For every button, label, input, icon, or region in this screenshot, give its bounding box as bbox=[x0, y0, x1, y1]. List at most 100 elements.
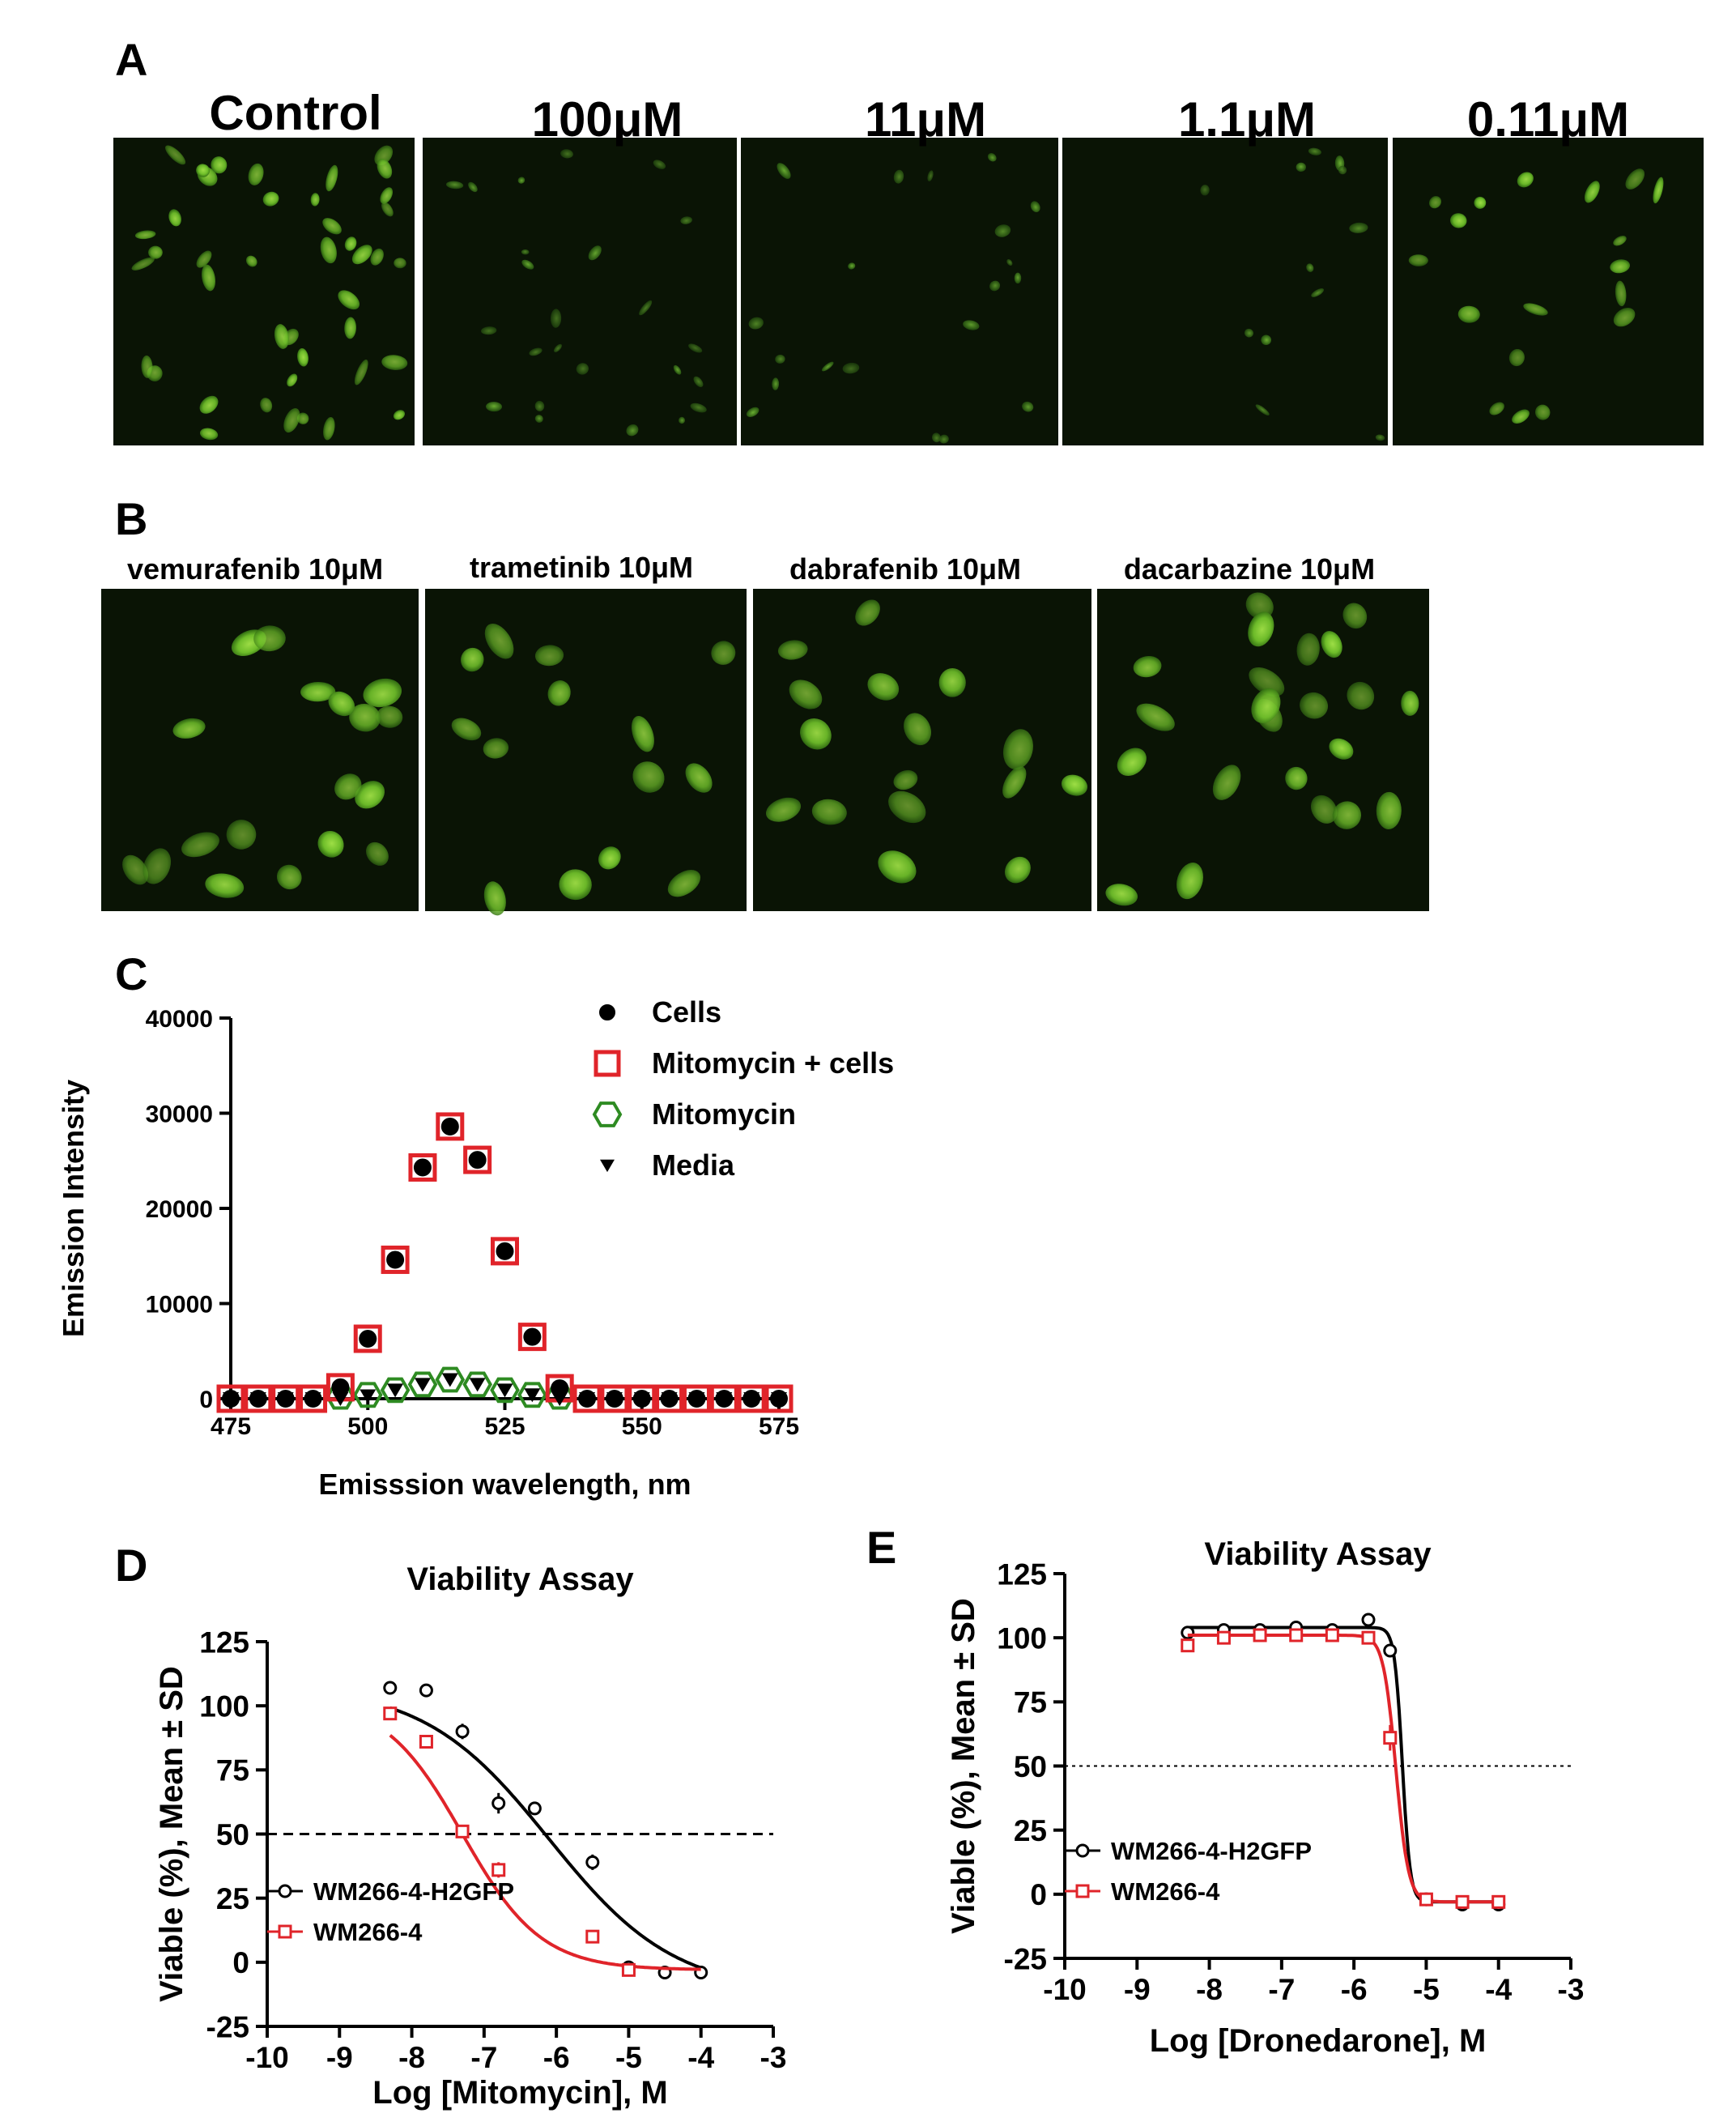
legend: WM266-4-H2GFP WM266-4 bbox=[1065, 1837, 1312, 1906]
data-point bbox=[688, 1392, 705, 1406]
x-tick-label: -10 bbox=[1043, 1973, 1086, 2006]
data-point bbox=[244, 1384, 273, 1413]
y-tick-label: 20000 bbox=[146, 1196, 213, 1223]
micrograph-label: dacarbazine 10μM bbox=[1124, 552, 1375, 586]
data-point bbox=[599, 1004, 615, 1020]
panel-d-chart: -25 0 25 50 75 100 125 -10 -9 -8 -7 -6 -5 -4 -3 Log [Mi… bbox=[154, 1561, 786, 2111]
y-tick-label: 75 bbox=[1014, 1686, 1047, 1719]
cell-nuclei bbox=[122, 625, 403, 898]
cell-nucleus bbox=[987, 153, 997, 162]
cell-nucleus bbox=[287, 373, 298, 387]
y-tick-label: 0 bbox=[232, 1946, 249, 1979]
cell-nucleus bbox=[199, 428, 219, 441]
x-tick-label: -10 bbox=[245, 2041, 288, 2074]
cell-nucleus bbox=[377, 158, 393, 179]
cell-nucleus bbox=[351, 245, 372, 265]
cell-nucleus bbox=[747, 407, 760, 417]
cell-nucleus bbox=[1489, 402, 1504, 415]
y-tick-label: 100 bbox=[997, 1621, 1047, 1655]
cell-nucleus bbox=[1349, 222, 1368, 233]
data-point bbox=[1361, 1630, 1376, 1645]
x-tick-label: -5 bbox=[615, 2041, 642, 2074]
y-tick-label: 50 bbox=[1014, 1750, 1047, 1783]
cell-nucleus bbox=[1308, 147, 1321, 156]
cell-nucleus bbox=[1030, 201, 1040, 212]
cell-nucleus bbox=[1261, 334, 1272, 345]
cell-nucleus bbox=[938, 434, 949, 444]
cell-nucleus bbox=[451, 718, 482, 741]
cell-nucleus bbox=[680, 216, 692, 224]
cell-nucleus bbox=[262, 191, 279, 207]
cell-nucleus bbox=[1300, 692, 1329, 719]
data-point bbox=[496, 1383, 513, 1398]
data-point bbox=[491, 1237, 519, 1266]
panel-b-micrographs: vemurafenib 10μM trametinib 10μM dabrafeni… bbox=[101, 551, 1429, 916]
micrograph-label: vemurafenib 10μM bbox=[127, 552, 383, 586]
cell-nucleus bbox=[1449, 213, 1467, 228]
data-point bbox=[600, 1159, 615, 1173]
cell-nucleus bbox=[1002, 729, 1033, 770]
cell-nucleus bbox=[1310, 795, 1338, 824]
cell-nuclei bbox=[1200, 147, 1385, 441]
cell-nucleus bbox=[1248, 611, 1274, 647]
cell-nucleus bbox=[446, 181, 464, 190]
cell-nucleus bbox=[245, 255, 257, 267]
legend-label: Mitomycin bbox=[652, 1097, 796, 1131]
micrograph-tile: dacarbazine 10μM bbox=[1097, 552, 1429, 911]
cell-nucleus bbox=[486, 402, 502, 412]
data-point bbox=[455, 1724, 470, 1739]
cell-nucleus bbox=[1584, 181, 1600, 203]
series-square bbox=[216, 1112, 794, 1413]
cell-nucleus bbox=[1347, 681, 1375, 710]
data-point bbox=[435, 1366, 466, 1393]
micrograph-tile: 11μM bbox=[741, 92, 1058, 445]
cell-nucleus bbox=[349, 703, 381, 732]
micrograph-label: 11μM bbox=[865, 92, 986, 147]
cell-nucleus bbox=[963, 320, 980, 330]
x-axis-label: Log [Dronedarone], M bbox=[1150, 2023, 1487, 2059]
cell-nucleus bbox=[848, 262, 856, 270]
cell-nucleus bbox=[381, 202, 394, 217]
cell-nucleus bbox=[310, 193, 320, 207]
data-point bbox=[299, 1384, 328, 1413]
legend-label: WM266-4 bbox=[1111, 1877, 1220, 1906]
cell-nucleus bbox=[344, 317, 356, 339]
data-point bbox=[592, 1101, 623, 1127]
cell-nucleus bbox=[517, 177, 525, 184]
cell-nucleus bbox=[355, 781, 385, 809]
cell-nucleus bbox=[320, 236, 337, 264]
panel-b: B vemurafenib 10μM trametinib 10μM dabrafe… bbox=[101, 493, 1429, 916]
cell-nucleus bbox=[1061, 774, 1088, 796]
data-point bbox=[491, 1863, 506, 1877]
cell-nucleus bbox=[822, 361, 834, 372]
data-point bbox=[468, 1151, 487, 1170]
cell-nucleus bbox=[393, 410, 406, 420]
cell-nuclei bbox=[131, 145, 408, 441]
cell-nucleus bbox=[1517, 172, 1534, 188]
x-tick-label: -8 bbox=[1196, 1973, 1223, 2006]
cell-nucleus bbox=[172, 718, 206, 739]
y-tick-label: -25 bbox=[1004, 1942, 1047, 1975]
cell-nucleus bbox=[690, 403, 707, 413]
cell-nucleus bbox=[1375, 434, 1385, 441]
cell-nucleus bbox=[693, 376, 704, 387]
data-point bbox=[408, 1152, 437, 1182]
y-tick-label: 125 bbox=[199, 1625, 249, 1659]
data-point bbox=[600, 1384, 629, 1413]
cell-nucleus bbox=[777, 163, 791, 179]
data-point bbox=[585, 1855, 600, 1869]
cell-nucleus bbox=[1311, 288, 1324, 297]
cell-nucleus bbox=[1408, 254, 1428, 266]
y-tick-label: 25 bbox=[1014, 1814, 1047, 1847]
panel-a-label: A bbox=[115, 34, 147, 85]
cell-nucleus bbox=[334, 773, 362, 800]
micrograph-image bbox=[1393, 138, 1704, 445]
cell-nucleus bbox=[588, 245, 602, 261]
legend-label: WM266-4-H2GFP bbox=[313, 1877, 514, 1906]
y-tick-label: 50 bbox=[216, 1818, 249, 1851]
cell-nucleus bbox=[1338, 165, 1347, 175]
cell-nucleus bbox=[322, 218, 342, 235]
micrograph-label: 1.1μM bbox=[1178, 92, 1316, 147]
data-point bbox=[524, 1388, 541, 1403]
data-point bbox=[628, 1384, 657, 1413]
